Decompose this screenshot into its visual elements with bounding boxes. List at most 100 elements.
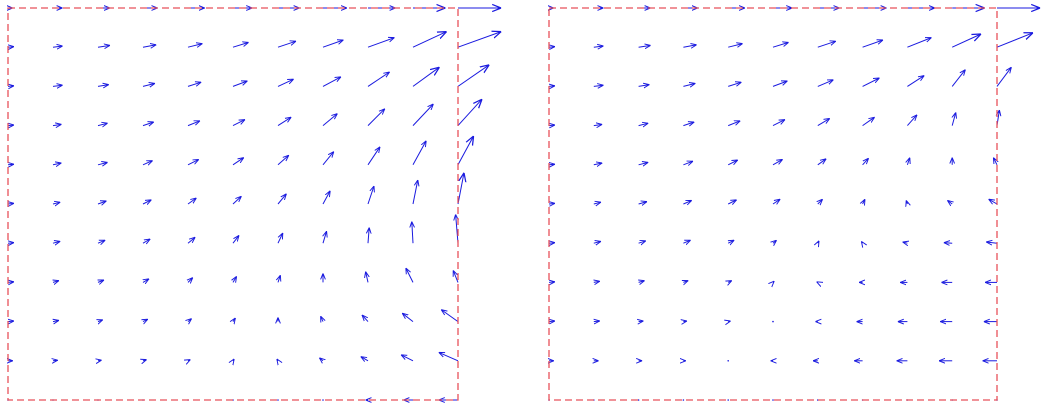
vector-arrow: [8, 243, 14, 244]
vector-arrow: [367, 38, 394, 48]
vector-arrow: [728, 121, 740, 127]
vector-arrow: [143, 279, 149, 283]
vector-arrow: [593, 46, 604, 47]
vector-arrow: [996, 67, 1011, 87]
vector-arrow: [638, 123, 649, 125]
vector-arrow: [277, 41, 296, 48]
vector-arrow: [187, 237, 195, 244]
vector-arrow: [817, 41, 836, 48]
vector-arrow: [594, 281, 600, 282]
vector-arrow: [906, 200, 907, 204]
vector-arrow: [52, 241, 60, 243]
vector-arrow: [8, 86, 14, 87]
vector-arrow: [593, 124, 602, 125]
vector-arrow: [817, 159, 826, 166]
vector-arrow: [232, 196, 241, 205]
vector-arrow: [52, 85, 63, 86]
vector-arrow: [188, 319, 192, 322]
vector-arrow: [638, 202, 647, 204]
vector-arrow: [98, 360, 102, 361]
vector-arrow: [278, 275, 280, 283]
vector-arrow: [907, 38, 931, 48]
vector-arrow: [594, 321, 600, 322]
vector-arrow: [639, 321, 644, 322]
vector-arrow: [401, 355, 414, 362]
vector-arrow: [952, 112, 956, 126]
vector-arrow: [188, 360, 190, 361]
vector-arrow: [817, 118, 830, 127]
vector-arrow: [951, 34, 981, 48]
vector-arrow: [412, 141, 426, 166]
vector-arrow: [593, 241, 601, 243]
vector-arrow: [728, 281, 732, 283]
vector-arrow: [322, 40, 343, 48]
vector-arrow: [907, 76, 924, 87]
vector-arrow: [441, 310, 459, 323]
vector-dot: [277, 399, 279, 401]
vector-arrow: [187, 82, 201, 87]
vector-arrow: [232, 158, 244, 166]
vector-arrow: [549, 47, 555, 48]
vector-dot: [637, 399, 640, 401]
vector-arrow: [453, 270, 459, 283]
vector-arrow: [412, 67, 439, 87]
vector-arrow: [817, 80, 834, 87]
vector-arrow: [187, 198, 196, 205]
vector-arrow: [638, 241, 646, 243]
vector-arrow: [907, 158, 909, 165]
vector-arrow: [549, 164, 555, 165]
vector-arrow: [772, 120, 785, 127]
vector-arrow: [457, 65, 489, 87]
vector-arrow: [638, 85, 650, 87]
vector-arrow: [457, 136, 474, 166]
vector-arrow: [232, 235, 239, 244]
vector-arrow: [728, 240, 734, 243]
vector-arrow: [683, 45, 696, 47]
vector-arrow: [142, 122, 154, 126]
vector-arrow: [862, 78, 880, 87]
vector-arrow: [52, 46, 63, 47]
vector-arrow: [98, 280, 104, 282]
vector-arrow: [142, 45, 156, 47]
vector-arrow: [772, 81, 787, 87]
vector-arrow: [412, 104, 433, 126]
vector-arrow: [412, 222, 413, 244]
vector-dot: [682, 399, 685, 401]
vector-arrow: [862, 117, 875, 127]
vector-arrow: [367, 186, 374, 205]
vector-arrow: [456, 214, 458, 244]
vector-arrow: [142, 200, 151, 204]
vector-arrow: [362, 315, 369, 322]
vector-arrow: [593, 85, 604, 86]
vector-arrow: [8, 47, 14, 48]
vector-arrow: [277, 79, 294, 87]
vector-arrow: [233, 276, 237, 282]
vector-arrow: [683, 281, 688, 283]
vector-arrow: [944, 243, 953, 244]
domain-boundary: [548, 7, 998, 401]
vector-arrow: [8, 164, 14, 165]
vector-arrow: [97, 85, 109, 87]
vector-arrow: [412, 32, 447, 48]
vector-arrow: [818, 199, 823, 204]
vector-arrow: [142, 83, 155, 86]
vector-arrow: [593, 163, 602, 165]
vector-arrow: [683, 161, 693, 165]
vector-arrow: [52, 124, 61, 125]
vector-dot: [727, 360, 729, 362]
vector-arrow: [142, 239, 150, 243]
vector-arrow: [53, 320, 59, 321]
vector-arrow: [728, 82, 741, 87]
vector-arrow: [951, 70, 965, 87]
vector-arrow: [143, 360, 147, 361]
vector-dot: [727, 399, 729, 401]
vector-dot: [772, 320, 774, 323]
vector-arrow: [862, 158, 869, 166]
vector-arrow: [683, 200, 691, 204]
vector-arrow: [549, 321, 555, 322]
vector-arrow: [818, 241, 819, 243]
vector-arrow: [277, 359, 278, 361]
vector-arrow: [233, 318, 235, 322]
vector-arrow: [52, 163, 61, 165]
vector-arrow: [549, 243, 555, 244]
